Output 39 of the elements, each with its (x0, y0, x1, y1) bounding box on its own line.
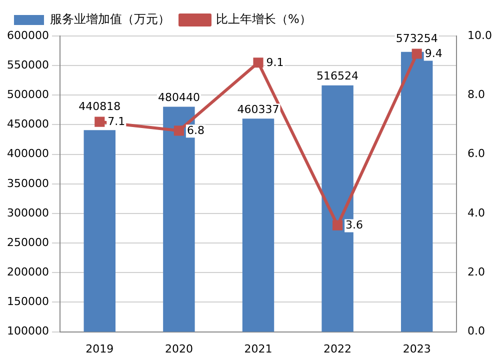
y2-tick-label: 2.0 (468, 266, 486, 278)
y-tick-label: 150000 (6, 295, 49, 308)
x-tick-label: 2021 (244, 342, 272, 356)
point (174, 126, 184, 136)
y-tick-label: 550000 (6, 58, 49, 72)
y-tick-label: 600000 (6, 28, 49, 42)
y2-tick-label: 4.0 (468, 206, 486, 220)
y-tick-label: 450000 (6, 118, 49, 131)
y-tick-label: 350000 (6, 176, 49, 190)
y2-tick-label: 10.0 (468, 28, 492, 42)
data-label: 460337 (237, 102, 280, 116)
y2-tick-label: 6.0 (468, 147, 486, 160)
x-tick-label: 2019 (86, 342, 114, 356)
y-tick-label: 200000 (6, 266, 49, 278)
x-tick-label: 2020 (164, 342, 193, 356)
data-label: 516524 (316, 70, 359, 83)
data-label: 440818 (78, 100, 121, 114)
legend-label: 比上年增长（%） (216, 12, 312, 26)
y-tick-label: 250000 (6, 236, 49, 249)
data-label: 573254 (396, 32, 438, 46)
legend-label: 服务业增加值（万元） (50, 12, 170, 26)
y2-tick-label: 0.0 (468, 324, 486, 338)
y-tick-label: 100000 (6, 324, 49, 338)
point (332, 220, 343, 230)
y-tick-label: 500000 (6, 88, 49, 102)
point (94, 116, 105, 127)
data-label: 7.1 (108, 115, 126, 128)
y-tick-label: 400000 (6, 147, 49, 160)
data-label: 3.6 (346, 218, 364, 232)
x-tick-label: 2022 (324, 342, 352, 356)
x-tick-label: 2023 (402, 342, 431, 356)
data-label: 480440 (158, 91, 200, 104)
point (412, 48, 422, 59)
data-label: 9.1 (266, 56, 284, 69)
y-tick-label: 300000 (6, 206, 49, 220)
data-label: 9.4 (424, 47, 442, 60)
y2-tick-label: 8.0 (468, 88, 486, 102)
point (253, 58, 264, 68)
data-label: 6.8 (186, 124, 204, 138)
